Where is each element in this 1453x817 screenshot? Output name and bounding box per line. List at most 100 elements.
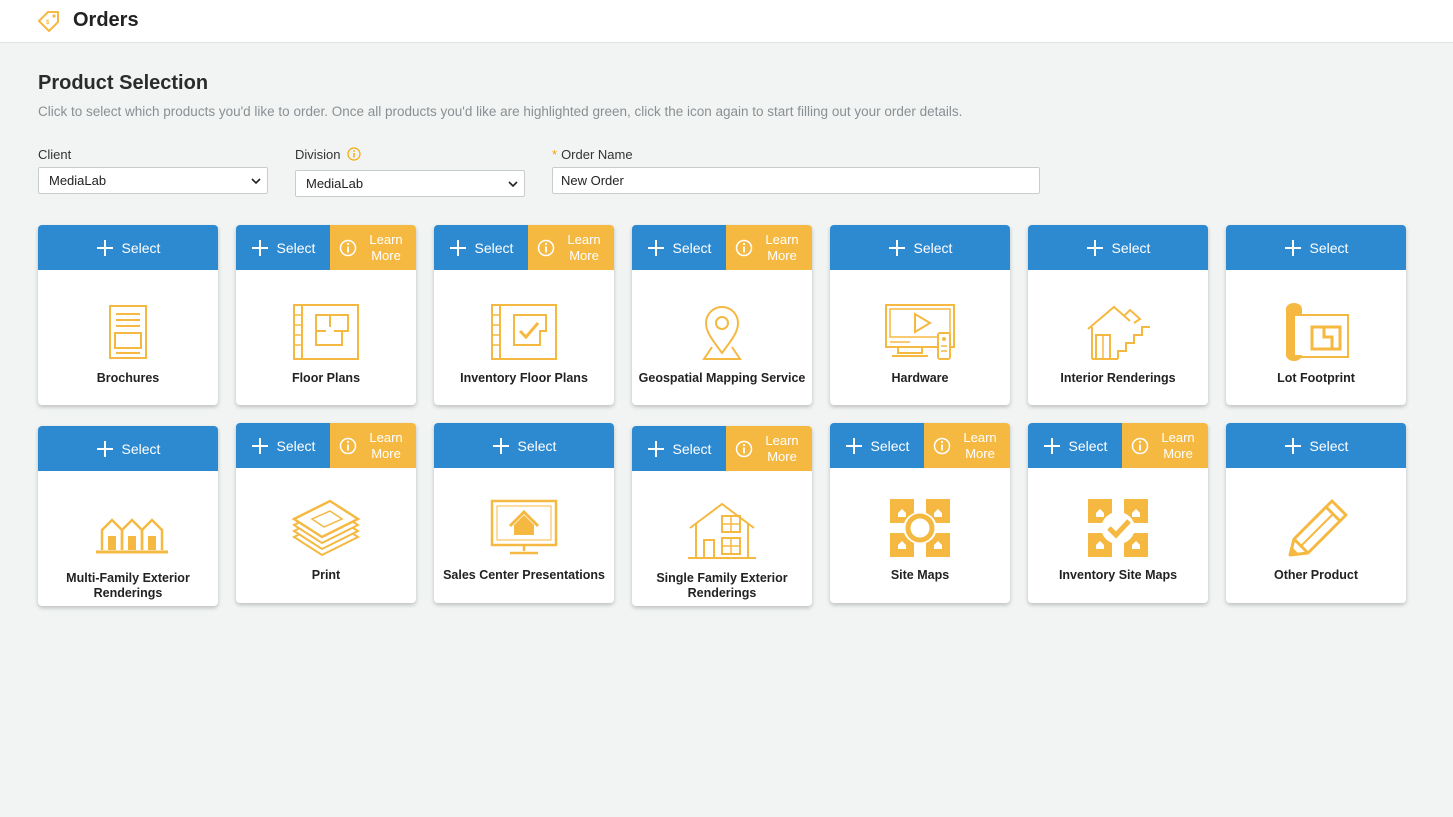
plus-icon <box>1284 239 1301 256</box>
learn-more-button[interactable]: Learn More <box>726 225 812 270</box>
monitor-house-icon <box>490 499 558 555</box>
client-select[interactable]: MediaLab <box>38 167 268 194</box>
division-select[interactable]: MediaLab <box>295 170 525 197</box>
plus-icon <box>251 437 268 454</box>
learn-more-button[interactable]: Learn More <box>528 225 614 270</box>
learn-more-line1: Learn <box>369 429 403 445</box>
select-button-label: Select <box>474 239 514 256</box>
card-action-bar: Select <box>38 225 218 270</box>
order-name-input[interactable] <box>552 167 1040 194</box>
learn-more-line1: Learn <box>1161 429 1195 445</box>
product-card[interactable]: Select Multi-Family Exterior Renderings <box>38 426 218 606</box>
product-card[interactable]: Select Lot Footprint <box>1226 225 1406 405</box>
order-name-label: * Order Name <box>552 147 633 162</box>
product-name: Sales Center Presentations <box>443 568 605 582</box>
info-icon <box>339 437 357 454</box>
learn-more-button[interactable]: Learn More <box>924 423 1010 468</box>
product-card[interactable]: Select Brochures <box>38 225 218 405</box>
learn-more-label: Learn More <box>365 232 407 264</box>
product-card[interactable]: Select Other Product <box>1226 423 1406 603</box>
select-button[interactable]: Select <box>1028 423 1122 468</box>
chevron-down-icon <box>508 181 518 188</box>
learn-more-button[interactable]: Learn More <box>330 423 416 468</box>
paper-stack-icon <box>291 499 361 557</box>
house-stairs-icon <box>1087 305 1150 360</box>
product-name: Other Product <box>1273 568 1359 582</box>
plus-icon <box>647 440 664 457</box>
select-button-label: Select <box>121 440 161 457</box>
plus-icon <box>1284 437 1301 454</box>
card-action-bar: Select Learn More <box>236 225 416 270</box>
product-card[interactable]: Select Learn More Print <box>236 423 416 603</box>
info-icon <box>537 239 555 256</box>
product-name: Lot Footprint <box>1277 371 1355 385</box>
card-action-bar: Select <box>1226 225 1406 270</box>
select-button[interactable]: Select <box>1226 225 1406 270</box>
select-button-label: Select <box>1068 437 1108 454</box>
card-action-bar: Select <box>830 225 1010 270</box>
select-button[interactable]: Select <box>236 225 330 270</box>
product-card[interactable]: Select Learn More Site Maps <box>830 423 1010 603</box>
page-title: Orders <box>73 9 139 31</box>
plus-icon <box>251 239 268 256</box>
product-card[interactable]: Select Interior Renderings <box>1028 225 1208 405</box>
select-button[interactable]: Select <box>632 225 726 270</box>
product-name: Hardware <box>891 371 949 385</box>
select-button[interactable]: Select <box>434 225 528 270</box>
product-card[interactable]: Select Learn More Floor Plans <box>236 225 416 405</box>
client-label: Client <box>38 147 72 162</box>
card-action-bar: Select Learn More <box>1028 423 1208 468</box>
section-heading: Product Selection <box>38 72 209 94</box>
blueprint-roll-icon <box>1286 303 1349 361</box>
learn-more-label: Learn More <box>365 430 407 462</box>
chevron-down-icon <box>251 178 261 185</box>
product-card[interactable]: Select Learn More Inventory Floor Plans <box>434 225 614 405</box>
select-button-label: Select <box>870 437 910 454</box>
product-card[interactable]: Select Learn More Inventory Site Maps <box>1028 423 1208 603</box>
info-icon <box>1131 437 1149 454</box>
product-name: Inventory Floor Plans <box>460 371 588 385</box>
learn-more-line2: More <box>371 445 401 461</box>
learn-more-line2: More <box>371 247 401 263</box>
card-action-bar: Select Learn More <box>632 426 812 471</box>
learn-more-line1: Learn <box>765 231 799 247</box>
product-card[interactable]: Select Learn More Geospatial Mapping Servic… <box>632 225 812 405</box>
info-icon <box>339 239 357 256</box>
select-button[interactable]: Select <box>632 426 726 471</box>
select-button-label: Select <box>1111 239 1151 256</box>
select-button[interactable]: Select <box>1028 225 1208 270</box>
select-button[interactable]: Select <box>38 426 218 471</box>
top-bar: $ Orders <box>0 0 1453 43</box>
product-card[interactable]: Select Learn More Single Family Exterior Re… <box>632 426 812 606</box>
learn-more-button[interactable]: Learn More <box>1122 423 1208 468</box>
learn-more-label: Learn More <box>761 433 803 465</box>
select-button[interactable]: Select <box>38 225 218 270</box>
card-action-bar: Select Learn More <box>632 225 812 270</box>
learn-more-line1: Learn <box>963 429 997 445</box>
select-button[interactable]: Select <box>1226 423 1406 468</box>
townhouses-icon <box>96 518 168 554</box>
learn-more-button[interactable]: Learn More <box>726 426 812 471</box>
learn-more-button[interactable]: Learn More <box>330 225 416 270</box>
card-action-bar: Select <box>434 423 614 468</box>
required-mark: * <box>552 147 558 162</box>
division-label-text: Division <box>295 147 341 162</box>
product-name: Multi-Family Exterior Renderings <box>66 571 190 600</box>
learn-more-line1: Learn <box>567 231 601 247</box>
house-exterior-icon <box>688 502 756 559</box>
select-button[interactable]: Select <box>830 225 1010 270</box>
select-button-label: Select <box>276 239 316 256</box>
select-button-label: Select <box>672 440 712 457</box>
product-name: Interior Renderings <box>1060 371 1176 385</box>
product-card[interactable]: Select Hardware <box>830 225 1010 405</box>
info-icon <box>735 239 753 256</box>
select-button[interactable]: Select <box>830 423 924 468</box>
info-icon[interactable] <box>346 147 361 161</box>
select-button[interactable]: Select <box>434 423 614 468</box>
select-button[interactable]: Select <box>236 423 330 468</box>
info-icon <box>735 440 753 457</box>
order-name-label-text: Order Name <box>561 147 633 162</box>
plus-icon <box>647 239 664 256</box>
product-card[interactable]: Select Sales Center Presentations <box>434 423 614 603</box>
card-action-bar: Select <box>38 426 218 471</box>
